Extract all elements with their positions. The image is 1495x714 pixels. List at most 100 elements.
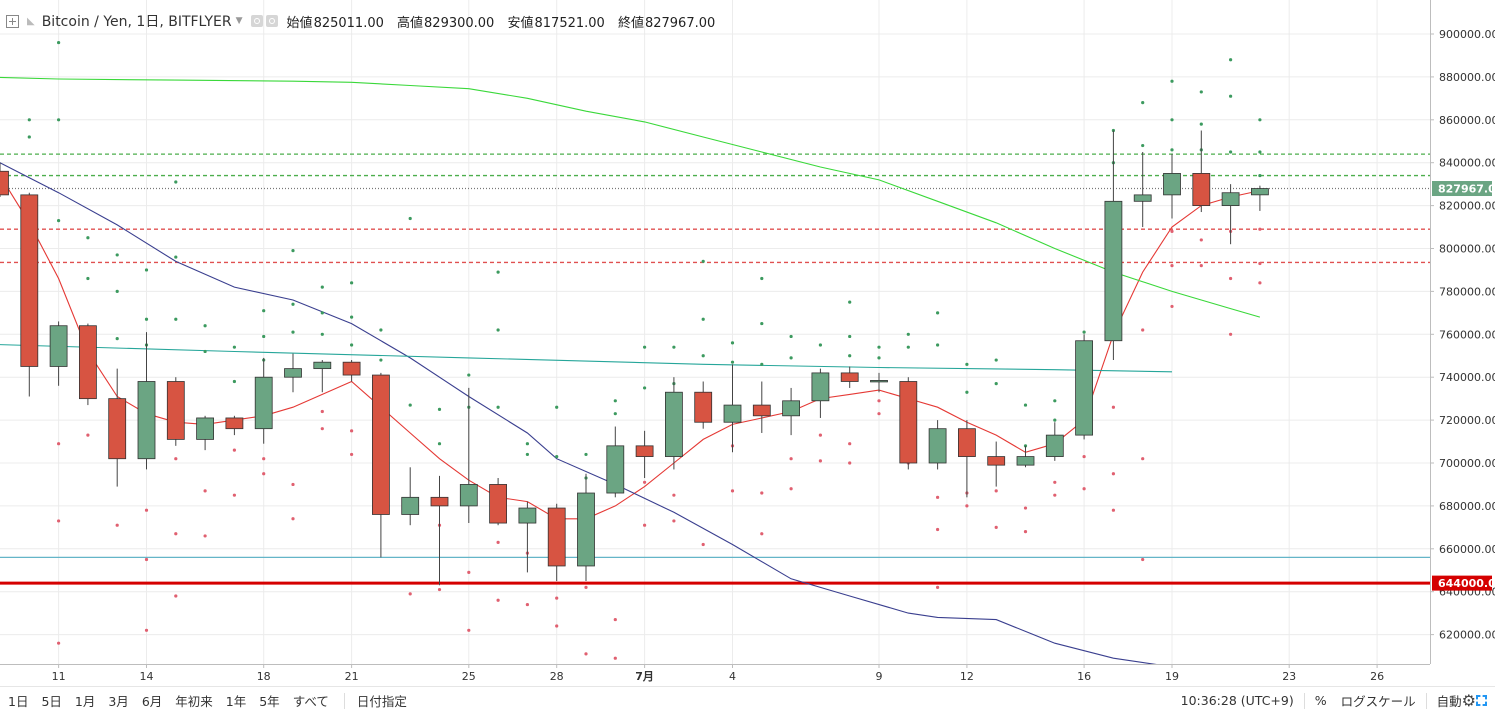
candle-body [371,374,390,515]
candle[interactable] [254,357,273,444]
indicator-dot [320,427,324,431]
candle[interactable] [1133,151,1152,228]
candle[interactable] [137,332,156,470]
range-1d-button[interactable]: 1日 [8,694,29,709]
indicator-dot [1258,281,1262,285]
range-1y-button[interactable]: 1年 [225,694,247,709]
indicator-dot [877,356,881,360]
chevron-down-icon[interactable]: ▼ [235,16,243,26]
candle[interactable] [752,381,771,433]
percent-scale-button[interactable]: % [1314,693,1327,708]
indicator-dot [1053,418,1057,422]
candle[interactable] [518,501,537,573]
candle[interactable] [635,430,654,479]
indicator-dot [86,236,90,240]
candle-body [782,400,800,417]
log-scale-button[interactable]: ログスケール [1340,694,1416,709]
range-1m-button[interactable]: 1月 [74,694,96,709]
candle[interactable] [313,360,332,393]
indicator-dot [1023,506,1028,510]
price-axis[interactable] [1430,0,1495,686]
candle[interactable] [284,353,302,393]
price-tag: 827967.00 [1432,181,1495,197]
candle[interactable] [1251,185,1269,211]
candle[interactable] [342,360,361,382]
range-5y-button[interactable]: 5年 [259,694,280,709]
x-tick-label: 4 [729,670,736,683]
candle[interactable] [1221,184,1240,245]
visibility-icon[interactable] [250,15,263,27]
candle[interactable] [782,387,800,436]
candle-body [899,381,918,464]
candles[interactable] [0,130,1269,586]
indicator-dot [496,540,500,544]
candle[interactable] [49,321,68,386]
candle[interactable] [1163,154,1181,219]
indicator-dot [408,592,412,596]
candle[interactable] [166,377,185,446]
candle[interactable] [723,364,742,453]
flag-icon[interactable]: ◣ [27,15,35,27]
candle[interactable] [899,377,918,470]
indicator-line[interactable] [0,175,1261,520]
indicator-line[interactable] [0,343,1173,373]
candle[interactable] [811,368,830,418]
indicator-dot [291,482,295,487]
candle[interactable] [840,366,859,388]
candle[interactable] [459,387,478,524]
auto-scale-button[interactable]: 自動 [1436,694,1462,709]
range-5d-button[interactable]: 5日 [41,694,62,709]
indicator-dot [789,457,793,461]
candle[interactable] [1104,130,1123,361]
goto-date-button[interactable]: 日付指定 [356,694,407,709]
range-6m-button[interactable]: 6月 [141,694,163,709]
candle[interactable] [79,323,97,406]
time-axis[interactable] [0,665,1430,686]
candle[interactable] [1045,422,1064,461]
range-3m-button[interactable]: 3月 [108,694,129,709]
fullscreen-icon[interactable] [1476,695,1487,706]
candle[interactable] [987,441,1006,487]
gear-icon[interactable]: ⚙ [1461,691,1476,710]
candle[interactable] [1192,130,1211,213]
candle[interactable] [225,415,244,436]
x-tick-label: 18 [257,670,271,683]
candle[interactable] [401,467,420,526]
indicator-dot [350,315,354,319]
candle[interactable] [870,372,888,393]
indicator-dot [86,433,90,437]
candle[interactable] [694,381,713,429]
candle[interactable] [958,420,976,498]
candle[interactable] [1016,445,1035,468]
candle[interactable] [108,368,127,487]
indicator-dot [965,362,969,366]
settings-small-icon[interactable] [265,15,278,27]
candle[interactable] [1075,334,1093,440]
range-all-button[interactable]: すべて [292,694,329,709]
candle[interactable] [665,377,683,470]
collapse-plus-icon[interactable] [6,14,19,28]
indicator-line[interactable] [0,139,1260,681]
candle[interactable] [928,420,947,470]
range-ytd-button[interactable]: 年初来 [175,694,213,709]
candle[interactable] [547,503,566,581]
indicator-dot [1111,508,1115,512]
indicator-dot [174,532,178,536]
indicator-line[interactable] [0,76,1261,318]
symbol-title[interactable]: Bitcoin / Yen, 1日, BITFLYER [41,14,232,30]
candle-body [313,361,332,370]
candle[interactable] [430,475,449,586]
candle[interactable] [20,192,39,397]
candle[interactable] [196,415,215,451]
candle[interactable] [606,426,625,498]
x-tick-label: 21 [345,670,359,683]
candle[interactable] [371,372,390,558]
candle-body [840,372,859,382]
candle[interactable] [577,473,595,581]
chart-area[interactable]: 620000.00640000.00660000.00680000.007000… [0,0,1495,686]
candle[interactable] [0,162,9,198]
candle[interactable] [489,478,508,526]
indicator-dot [818,433,823,437]
indicator-dot [496,405,500,409]
indicator-dot [496,270,500,274]
